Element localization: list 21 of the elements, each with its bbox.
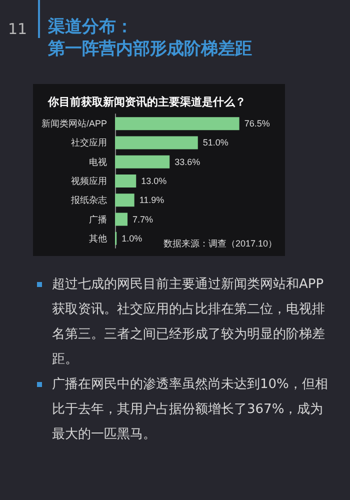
chart-subtitle: 第一阵营内部形成阶梯差距 xyxy=(48,38,252,60)
data-label: 1.0% xyxy=(122,233,142,244)
data-label: 7.7% xyxy=(132,214,154,224)
data-label: 33.6% xyxy=(174,156,200,167)
y-tick-label: 视频应用 xyxy=(71,176,107,186)
y-tick-label: 新闻类网站/APP xyxy=(41,118,107,129)
annotation: 数据来源：调查（2017.10） xyxy=(163,238,278,248)
y-tick-label: 报纸杂志 xyxy=(70,195,107,206)
data-label: 51.0% xyxy=(202,138,228,148)
y-tick-label: 社交应用 xyxy=(71,138,107,148)
data-label: 13.0% xyxy=(141,176,167,186)
text: 超过七成的网民目前主要通过新闻类网站和APP获取资讯。社交应用的占比排在第二位，电视排名第三。三者之间已经形成了较为明显的阶梯差距。 xyxy=(34,272,332,372)
y-tick-label: 广播 xyxy=(89,214,107,224)
data-label: 11.9% xyxy=(139,195,164,206)
y-tick-label: 电视 xyxy=(89,156,107,167)
data-label: 76.5% xyxy=(244,118,270,129)
text: 你目前获取新闻资讯的主要渠道是什么？ xyxy=(47,96,246,108)
text: 11 xyxy=(8,20,28,38)
chart-title: 渠道分布： xyxy=(48,16,133,38)
y-tick-label: 其他 xyxy=(89,233,107,244)
text: 广播在网民中的渗透率虽然尚未达到10%，但相比于去年，其用户占据份额增长了367%，成为最大的一匹黑马。 xyxy=(34,372,332,447)
